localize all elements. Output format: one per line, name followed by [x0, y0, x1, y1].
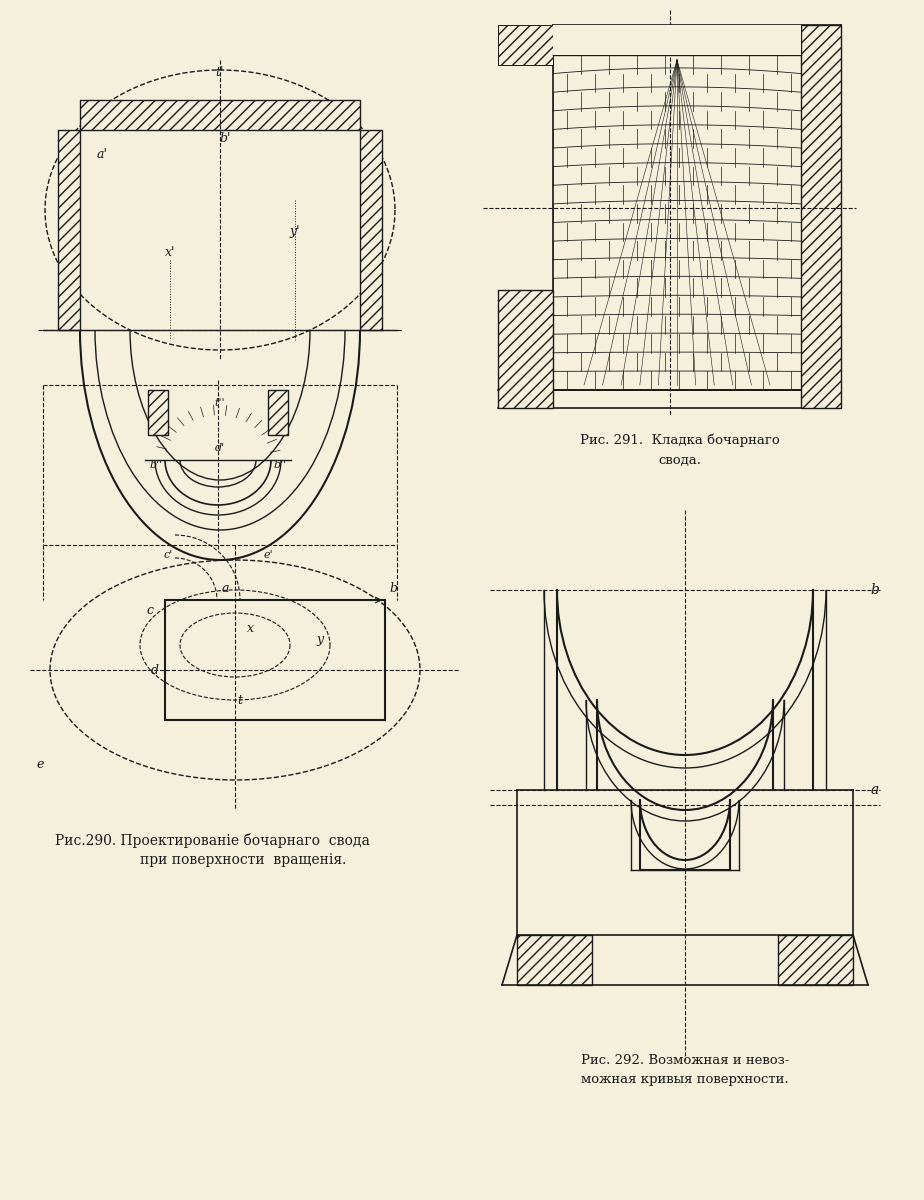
Text: t'': t'' [214, 398, 225, 408]
Text: x: x [247, 622, 253, 635]
Bar [80, 100, 360, 130]
Bar [58, 130, 80, 330]
Bar [517, 935, 592, 985]
Text: c: c [147, 604, 153, 617]
Text: y': y' [290, 226, 300, 239]
Text: Рис. 291.  Кладка бочарнаго: Рис. 291. Кладка бочарнаго [579, 433, 779, 446]
Bar [360, 130, 382, 330]
Text: b: b [389, 582, 397, 594]
Bar [268, 390, 288, 434]
Text: t': t' [216, 66, 225, 78]
Text: при поверхности  вращенія.: при поверхности вращенія. [140, 853, 346, 866]
Text: a: a [871, 782, 879, 797]
Bar [801, 25, 841, 408]
Bar [498, 290, 553, 408]
Text: a: a [221, 582, 229, 594]
Bar [801, 25, 841, 408]
Bar [517, 935, 592, 985]
Text: x': x' [164, 246, 176, 258]
Bar [148, 390, 168, 434]
Bar [165, 600, 385, 720]
Bar [58, 130, 80, 330]
Text: e: e [36, 758, 43, 772]
Bar [553, 25, 801, 55]
Bar [360, 130, 382, 330]
Text: e': e' [263, 550, 273, 560]
Bar [498, 290, 553, 408]
Bar [778, 935, 853, 985]
Text: c': c' [164, 550, 173, 560]
Bar [498, 25, 553, 65]
Bar [778, 935, 853, 985]
Text: Рис. 292. Возможная и невоз-: Рис. 292. Возможная и невоз- [581, 1054, 789, 1067]
Text: y: y [316, 634, 323, 647]
Text: a': a' [97, 149, 107, 162]
Text: b: b [870, 583, 880, 596]
Text: d: d [151, 664, 159, 677]
Bar [80, 100, 360, 130]
Bar [268, 390, 288, 434]
Text: свода.: свода. [658, 454, 701, 467]
Text: Рис.290. Проектированіе бочарнаго  свода: Рис.290. Проектированіе бочарнаго свода [55, 833, 370, 847]
Bar [148, 390, 168, 434]
Text: t: t [237, 694, 242, 707]
Text: d': d' [215, 443, 225, 452]
Text: b'': b'' [150, 460, 163, 470]
Text: можная кривыя поверхности.: можная кривыя поверхности. [581, 1074, 789, 1086]
Text: b': b' [219, 132, 231, 144]
Text: b'': b'' [274, 460, 286, 470]
